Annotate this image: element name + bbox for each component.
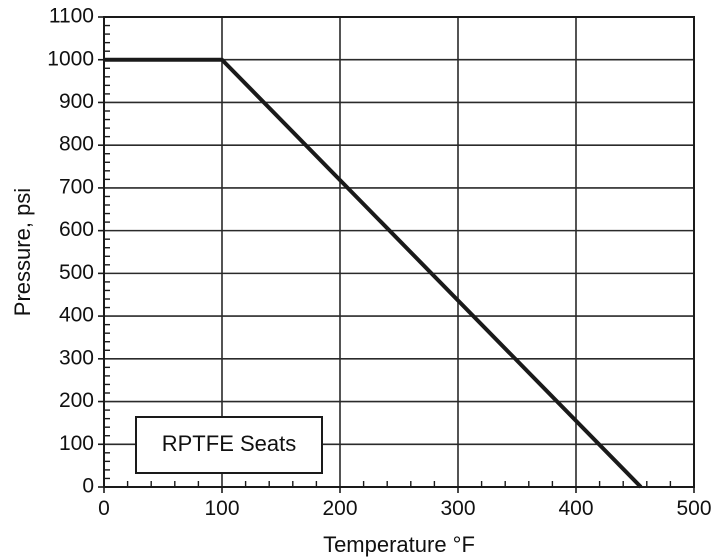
series-annotation: RPTFE Seats — [135, 416, 323, 474]
y-tick-label: 700 — [59, 175, 94, 198]
grid — [104, 17, 694, 487]
series-line-0 — [104, 57, 643, 489]
y-tick-label: 1100 — [49, 5, 94, 28]
x-tick-label: 100 — [204, 497, 239, 520]
y-tick-label: 900 — [59, 90, 94, 113]
x-axis-label: Temperature °F — [323, 532, 475, 557]
x-tick-label: 200 — [322, 497, 357, 520]
x-tick-labels: 0 100 200 300 400 500 — [98, 487, 712, 520]
y-tick-label: 600 — [59, 218, 94, 241]
y-tick-label: 500 — [59, 261, 94, 284]
y-tick-label: 200 — [59, 389, 94, 412]
x-tick-label: 500 — [676, 497, 711, 520]
x-tick-label: 0 — [98, 497, 110, 520]
y-tick-label: 800 — [59, 133, 94, 156]
y-tick-label: 1000 — [47, 47, 94, 70]
plot-frame — [103, 16, 695, 488]
y-tick-label: 300 — [59, 346, 94, 369]
y-tick-labels: 0 100 200 300 400 500 600 700 800 900 1000 1100 — [47, 5, 104, 498]
y-tick-label: 100 — [59, 432, 94, 455]
x-tick-label: 400 — [558, 497, 593, 520]
y-axis-label: Pressure, psi — [10, 188, 35, 316]
y-tick-label: 0 — [82, 475, 94, 498]
series-layer — [104, 57, 643, 489]
annotation-label: RPTFE Seats — [162, 431, 296, 456]
y-tick-label: 400 — [59, 304, 94, 327]
annotation-box — [135, 416, 323, 474]
x-tick-label: 300 — [440, 497, 475, 520]
